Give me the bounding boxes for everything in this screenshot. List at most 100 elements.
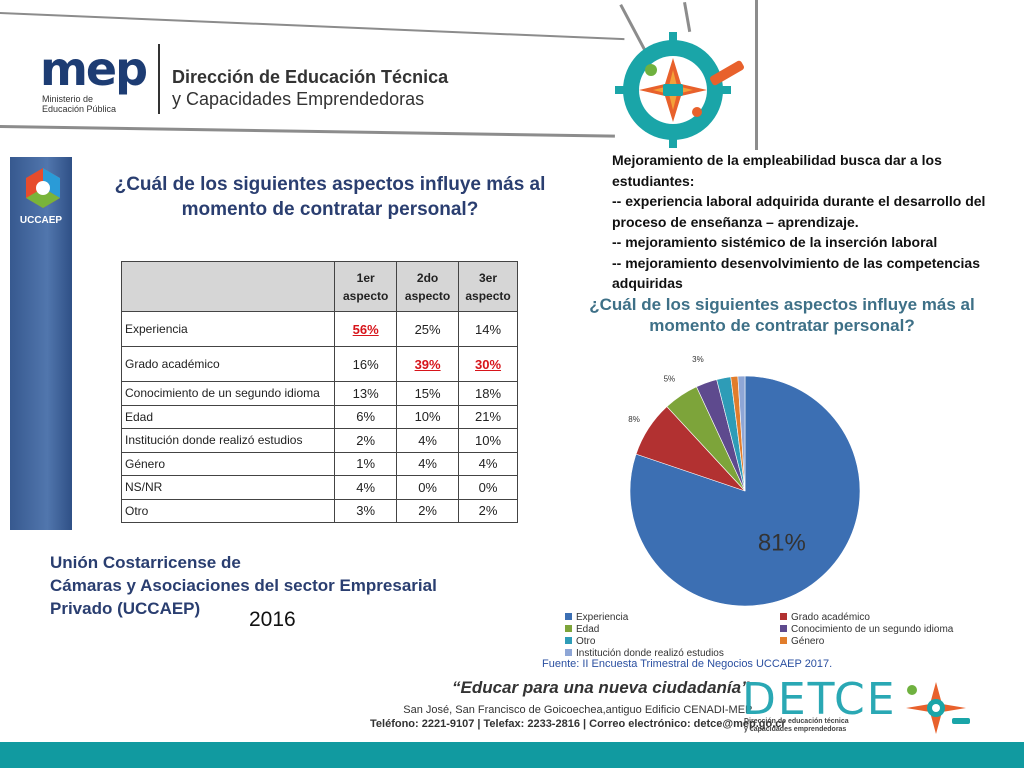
legend-label: Experiencia (576, 612, 629, 623)
legend-swatch (565, 649, 572, 656)
footer-address: San José, San Francisco de Goicoechea,an… (370, 703, 786, 731)
legend-swatch (565, 625, 572, 632)
pie-data-label-1: 81% (758, 529, 806, 556)
header-separator (158, 44, 160, 114)
source-year: 2016 (249, 608, 296, 631)
header-title: Dirección de Educación Técnica y Capacid… (172, 66, 448, 110)
mep-logo-subtitle-line2: Educación Pública (42, 104, 117, 114)
legend-label: Género (791, 636, 825, 647)
header-title-line1: Dirección de Educación Técnica (172, 67, 449, 87)
pie-chart: 81%8%5%3%2%1%1% (628, 345, 861, 607)
legend-swatch (780, 625, 787, 632)
pie-data-label-3: 5% (664, 374, 676, 383)
footer-address-line1: San José, San Francisco de Goicoechea,an… (403, 704, 753, 716)
detce-sub-line1: Dirección de educación técnica (744, 718, 849, 725)
table-row: Edad 6% 10% 21% (120, 404, 518, 429)
source-line: Cámaras y Asociaciones del sector Empres… (50, 576, 437, 595)
mep-logo-text: mep (40, 42, 148, 96)
row-label: Conocimiento de un segundo idioma (120, 381, 336, 406)
row-value-1: 4% (334, 475, 398, 500)
row-value-3: 2% (458, 498, 518, 523)
header-line-bottom (0, 125, 615, 138)
legend-item: Institución donde realizó estudios (565, 648, 724, 659)
legend-item: Experiencia (565, 612, 628, 623)
source-line: Privado (UCCAEP) (50, 599, 201, 618)
row-value-1: 56% (334, 311, 398, 347)
mep-logo: mep Ministerio de Educación Pública (40, 42, 152, 114)
table-header-row: 1er aspecto 2do aspecto 3er aspecto (120, 261, 518, 312)
employability-note: Mejoramiento de la empleabilidad busca d… (612, 150, 1002, 294)
row-label: Institución donde realizó estudios (120, 428, 336, 453)
legend-label: Grado académico (791, 612, 870, 623)
legend-item: Conocimiento de un segundo idioma (780, 624, 953, 635)
detce-mini-emblem-icon (906, 682, 970, 734)
table-row: Experiencia 56% 25% 14% (120, 311, 518, 347)
uccaep-logo-icon (26, 168, 60, 208)
source-line: Unión Costarricense de (50, 553, 241, 572)
row-value-2: 15% (396, 381, 460, 406)
aspects-table: 1er aspecto 2do aspecto 3er aspecto Expe… (120, 261, 518, 523)
row-label: Experiencia (120, 311, 336, 347)
legend-swatch (780, 613, 787, 620)
row-value-2: 4% (396, 428, 460, 453)
legend-label: Otro (576, 636, 596, 647)
header-title-line2: y Capacidades Emprendedoras (172, 89, 425, 109)
chart-title: ¿Cuál de los siguientes aspectos influye… (589, 295, 975, 335)
mep-logo-subtitle-line1: Ministerio de (42, 94, 94, 104)
table-header-empty (120, 261, 336, 312)
row-value-3: 10% (458, 428, 518, 453)
legend-label: Conocimiento de un segundo idioma (791, 624, 954, 635)
note-line: Mejoramiento de la empleabilidad busca d… (612, 152, 942, 189)
note-line: -- mejoramiento sistémico de la inserció… (612, 234, 938, 250)
mep-logo-subtitle: Ministerio de Educación Pública (42, 94, 116, 114)
table-row: Grado académico 16% 39% 30% (120, 346, 518, 382)
row-label: Grado académico (120, 346, 336, 382)
row-value-3: 0% (458, 475, 518, 500)
table-header-2do: 2do aspecto (396, 261, 460, 312)
legend-item: Género (780, 636, 824, 647)
table-question-title: ¿Cuál de los siguientes aspectos influye… (114, 174, 546, 220)
row-value-2: 25% (396, 311, 460, 347)
source-organization: Unión Costarricense de Cámaras y Asociac… (50, 551, 437, 620)
table-row: Género 1% 4% 4% (120, 451, 518, 476)
legend-item: Grado académico (780, 612, 870, 623)
row-value-1: 6% (334, 404, 398, 429)
pie-slice-7 (737, 375, 746, 492)
legend-label: Institución donde realizó estudios (576, 648, 724, 659)
legend-label: Edad (576, 624, 600, 635)
header-line-right (755, 0, 758, 150)
table-header-1er: 1er aspecto (334, 261, 398, 312)
legend-item: Otro (565, 636, 595, 647)
table-header-3er: 3er aspecto (458, 261, 518, 312)
detce-brand-subtitle: Dirección de educación técnica y capacid… (744, 718, 849, 734)
pie-data-label-2: 8% (628, 415, 640, 424)
sidebar-label: UCCAEP (19, 215, 63, 226)
row-label: Edad (120, 404, 336, 429)
pie-data-label-4: 3% (692, 355, 704, 364)
row-value-1: 3% (334, 498, 398, 523)
chart-source-note: Fuente: II Encuesta Trimestral de Negoci… (542, 658, 833, 670)
row-value-3: 30% (458, 346, 518, 382)
header-line-top (0, 12, 625, 41)
row-value-2: 4% (396, 451, 460, 476)
table-row: Conocimiento de un segundo idioma 13% 15… (120, 381, 518, 406)
detce-sub-line2: y capacidades emprendedoras (744, 726, 847, 733)
row-value-1: 2% (334, 428, 398, 453)
legend-item: Edad (565, 624, 599, 635)
table-row: Institución donde realizó estudios 2% 4%… (120, 428, 518, 453)
row-value-2: 2% (396, 498, 460, 523)
row-value-3: 4% (458, 451, 518, 476)
table-row: NS/NR 4% 0% 0% (120, 475, 518, 500)
detce-emblem-icon (615, 32, 744, 148)
row-value-1: 1% (334, 451, 398, 476)
table-row: Otro 3% 2% 2% (120, 498, 518, 523)
note-line: -- mejoramiento desenvolvimiento de las … (612, 254, 980, 292)
footer-bar (0, 742, 1024, 768)
row-label: NS/NR (120, 475, 336, 500)
footer-motto: “Educar para una nueva ciudadanía” (452, 678, 750, 697)
row-value-1: 13% (334, 381, 398, 406)
row-label: Otro (120, 498, 336, 523)
legend-swatch (565, 637, 572, 644)
row-value-2: 39% (396, 346, 460, 382)
row-value-3: 18% (458, 381, 518, 406)
